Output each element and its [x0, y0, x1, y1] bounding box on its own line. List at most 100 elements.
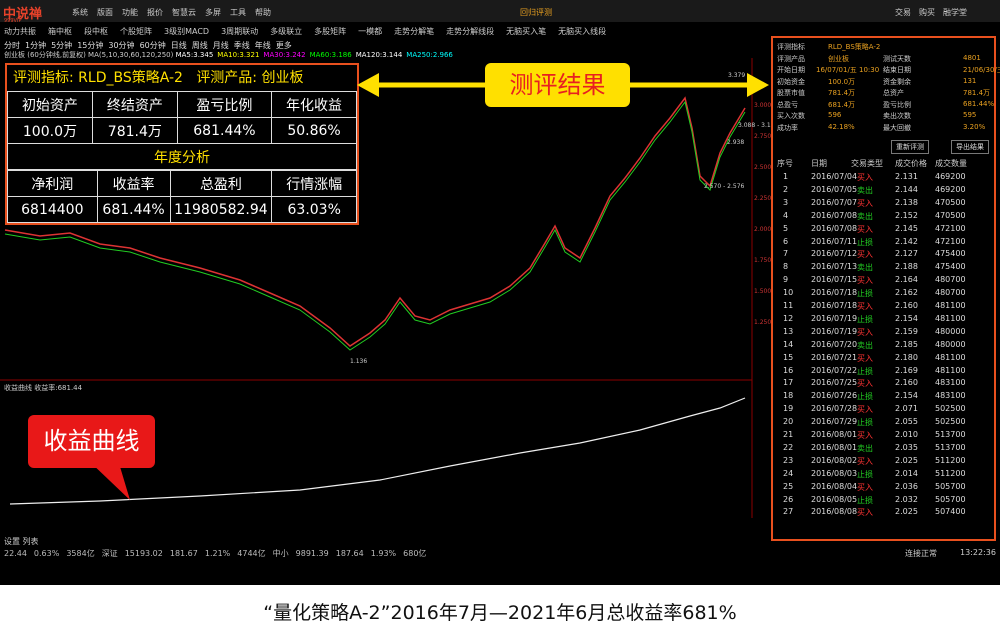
- trade-cell: 472100: [935, 236, 966, 246]
- tool-button: 动力共振: [4, 27, 36, 36]
- period-tab: 15分钟: [77, 41, 104, 50]
- summary-value: 781.4万: [963, 89, 991, 97]
- trade-cell: 止损: [857, 289, 873, 299]
- trade-cell: 2.162: [895, 288, 918, 298]
- summary-label: 总资产: [883, 89, 904, 97]
- trade-cell: 2016/08/01: [811, 442, 858, 452]
- ma-value: MA30:3.242: [263, 51, 306, 59]
- trade-cell: 2016/07/12: [811, 249, 858, 259]
- arrow-head-left: [357, 73, 379, 97]
- y-tick-label: 2.500: [754, 164, 772, 171]
- summary-label: 卖出次数: [883, 112, 911, 120]
- menu-item: 购买: [919, 8, 935, 17]
- trade-cell: 480700: [935, 275, 966, 285]
- trade-cell: 买入: [857, 327, 873, 337]
- trade-cell: 2016/07/11: [811, 236, 858, 246]
- period-tab: 5分钟: [51, 41, 73, 50]
- tool-button: 一模都: [358, 27, 383, 36]
- trade-cell: 2.154: [895, 313, 918, 323]
- summary-label: 评测指标: [777, 43, 805, 51]
- menu: 系统 版面 功能 报价 智慧云 多屏 工具 帮助: [72, 7, 280, 18]
- status-item: 4744亿: [237, 549, 266, 558]
- tool-button: 个股矩阵: [120, 27, 152, 36]
- trade-cell: 20: [783, 417, 794, 427]
- trade-cell: 2016/08/08: [811, 507, 858, 517]
- trade-cell: 买入: [857, 276, 873, 286]
- summary-value: 681.4万: [828, 100, 856, 109]
- menu-item: 交易: [895, 8, 911, 17]
- trade-cell: 2.010: [895, 430, 918, 439]
- summary-value: 596: [828, 111, 842, 119]
- trade-cell: 505700: [935, 481, 966, 491]
- trade-cell: 2016/07/13: [811, 262, 858, 272]
- logo: 中说禅: [3, 7, 43, 22]
- trade-cell: 止损: [857, 469, 873, 479]
- trade-cell: 2016/07/28: [811, 404, 858, 414]
- title-bar: 中说禅 999VIP 系统 版面 功能 报价 智慧云 多屏 工具 帮助 回归评测 交易 购买 融学…: [0, 0, 1000, 24]
- period-tab: 分时: [4, 41, 20, 50]
- menu-item: 版面: [97, 8, 113, 17]
- trade-cell: 2.142: [895, 236, 918, 246]
- trade-cell: 5: [783, 223, 789, 233]
- trade-cell: 2.169: [895, 365, 918, 375]
- period-tab: 年线: [254, 41, 271, 50]
- summary-label: 评测产品: [777, 54, 805, 63]
- trade-cell: 2016/07/19: [811, 326, 858, 336]
- trade-cell: 卖出: [857, 211, 873, 221]
- pointer: [88, 460, 130, 500]
- trade-cell: 12: [783, 313, 794, 323]
- price-label: 3.088 - 3.170: [738, 122, 779, 129]
- trade-cell: 469200: [935, 172, 966, 181]
- trade-cell: 2016/07/05: [811, 184, 858, 194]
- metric-value: 63.03%: [271, 196, 357, 223]
- product: 评测产品: 创业板: [196, 70, 304, 86]
- column-header: 日期: [811, 159, 827, 168]
- pane-label: 收益曲线 收益率:681.44: [4, 384, 83, 392]
- trade-cell: 2.025: [895, 507, 918, 517]
- trade-cell: 1: [783, 172, 789, 181]
- trade-cell: 2016/08/04: [811, 481, 858, 491]
- logo-sub: 999VIP: [4, 18, 22, 24]
- trade-cell: 475400: [935, 262, 966, 272]
- summary-value: 3.20%: [963, 122, 986, 131]
- summary-label: 资金剩余: [883, 77, 911, 86]
- price-label: 2.570 - 2.576: [704, 183, 745, 190]
- summary-label: 股票市值: [777, 89, 805, 97]
- trade-cell: 买入: [857, 173, 873, 182]
- window-title: 回归评测: [520, 8, 552, 17]
- status-item: 15193.02: [124, 549, 163, 558]
- trade-cell: 卖出: [857, 340, 873, 350]
- trade-cell: 6: [783, 236, 789, 246]
- trade-cell: 买入: [857, 224, 873, 234]
- trade-cell: 481100: [935, 301, 966, 310]
- trade-cell: 买入: [857, 508, 873, 518]
- menu-item: 融学堂: [943, 8, 967, 17]
- trade-cell: 止损: [857, 237, 873, 247]
- trade-cell: 17: [783, 378, 794, 388]
- profit-curve: [9, 397, 746, 505]
- price-label: 1.136: [350, 358, 368, 365]
- result-callout: 测评结果: [485, 63, 630, 107]
- trade-cell: 2016/08/03: [811, 468, 858, 478]
- screen: 中说禅 999VIP 系统 版面 功能 报价 智慧云 多屏 工具 帮助 回归评测 交易 购买 融学…: [0, 0, 1000, 585]
- trade-cell: 2016/07/04: [811, 172, 858, 181]
- y-tick-label: 1.750: [754, 257, 772, 264]
- trade-cell: 卖出: [857, 443, 873, 453]
- trade-cell: 4: [783, 210, 789, 220]
- trade-cell: 502500: [935, 404, 966, 414]
- button: 导出结果: [951, 140, 989, 154]
- trade-cell: 23: [783, 455, 794, 465]
- metric-value: 681.44%: [96, 196, 171, 223]
- summary-value: 595: [963, 111, 977, 119]
- trade-cell: 2.159: [895, 326, 918, 336]
- period-tab: 更多: [275, 41, 292, 50]
- status-item: 0.63%: [33, 549, 60, 558]
- summary-value: 131: [963, 76, 977, 85]
- tool-button: 走势分解笔: [394, 27, 435, 36]
- price-line: [4, 96, 746, 347]
- trade-cell: 2.035: [895, 442, 918, 452]
- trade-cell: 2.160: [895, 301, 918, 310]
- trade-cell: 2.025: [895, 455, 918, 465]
- metric-header: 终结资产: [91, 91, 178, 118]
